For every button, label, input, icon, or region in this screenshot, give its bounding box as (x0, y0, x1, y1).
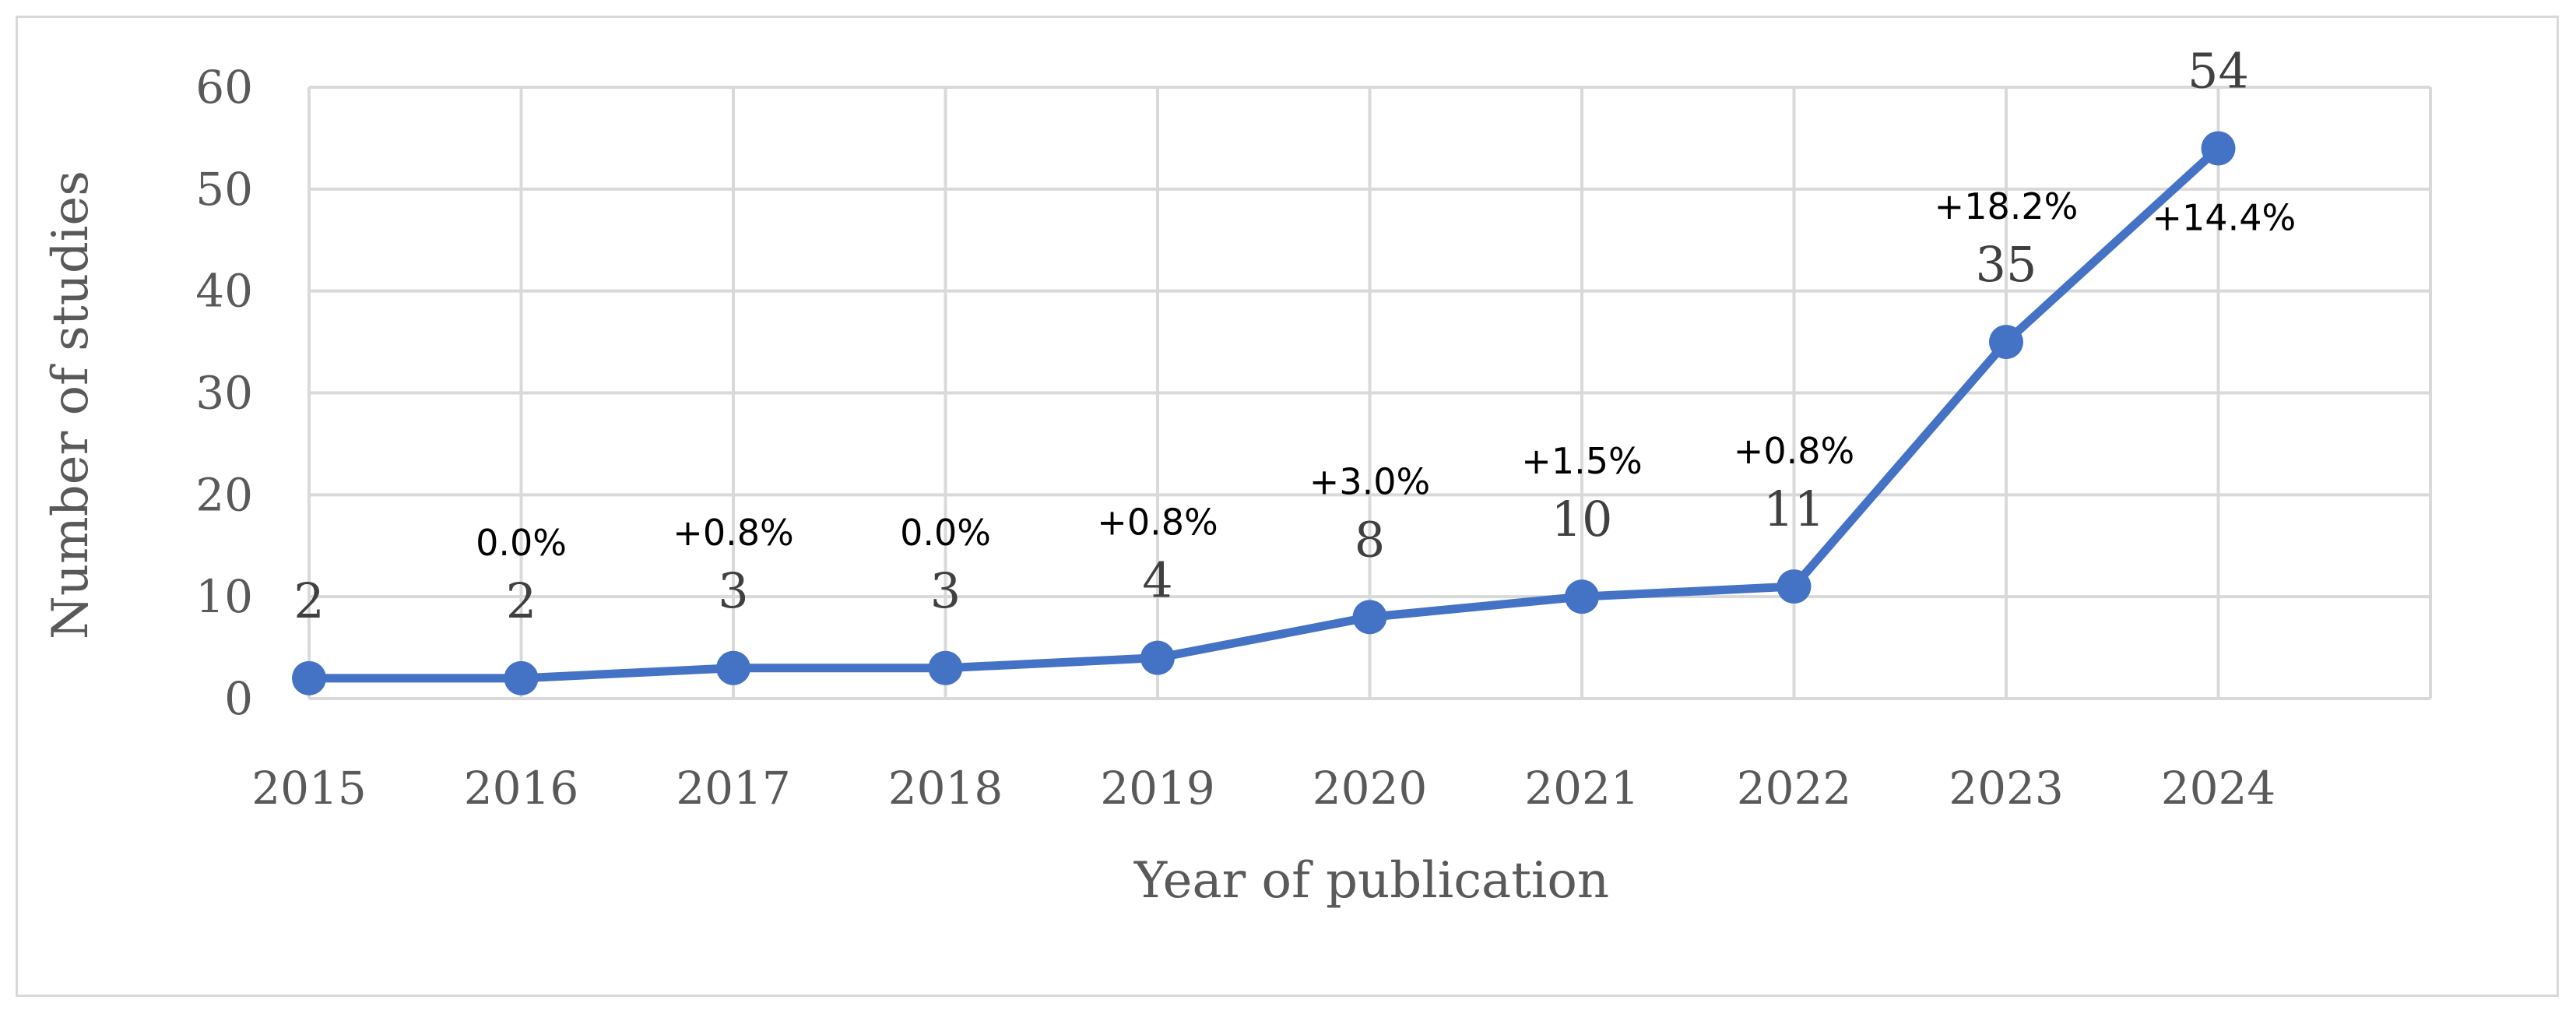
x-axis-title: Year of publication (1133, 852, 1609, 910)
percent-annotation: 0.0% (476, 522, 567, 564)
data-point (292, 660, 326, 695)
percent-annotation: +0.8% (1734, 430, 1854, 472)
gridlines (308, 86, 2432, 700)
data-label: 2 (506, 572, 536, 629)
data-label: 4 (1142, 552, 1172, 609)
data-label: 54 (2188, 43, 2249, 100)
x-tick-labels: 2015 2016 2017 2018 2019 2020 2021 2022 2023 2024 (251, 762, 2276, 815)
data-point (716, 650, 750, 685)
x-tick-label: 2023 (1949, 762, 2064, 815)
data-label: 3 (718, 562, 748, 619)
x-tick-label: 2016 (464, 762, 579, 815)
data-point (1352, 600, 1387, 635)
percent-annotation: +3.0% (1309, 460, 1430, 502)
x-tick-label: 2019 (1100, 762, 1215, 815)
data-labels: 2 2 0.0% 3 +0.8% 3 0.0% 4 +0.8% 8 +3.0% 10 +1.5% 11 +0… (293, 43, 2296, 629)
percent-annotation: 0.0% (900, 512, 991, 554)
x-tick-label: 2018 (888, 762, 1003, 815)
y-axis-title: Number of studies (42, 171, 100, 639)
y-tick-label: 20 (195, 468, 253, 521)
y-tick-label: 10 (195, 570, 253, 623)
x-tick-label: 2020 (1313, 762, 1428, 815)
x-tick-label: 2024 (2161, 762, 2276, 815)
data-point (2201, 131, 2236, 166)
data-label: 11 (1763, 481, 1825, 537)
chart-frame (16, 16, 2559, 997)
x-tick-label: 2015 (251, 762, 367, 815)
percent-annotation: +18.2% (1935, 185, 2079, 227)
x-tick-label: 2022 (1737, 762, 1852, 815)
y-tick-label: 30 (195, 367, 253, 420)
y-tick-labels: 0 10 20 30 40 50 60 (195, 61, 253, 725)
data-point (928, 650, 963, 685)
data-label: 35 (1976, 236, 2037, 293)
data-label: 10 (1552, 491, 1613, 547)
percent-annotation: +14.4% (2153, 197, 2297, 239)
data-label: 3 (930, 562, 961, 619)
percent-annotation: +0.8% (1097, 502, 1218, 544)
data-label: 2 (293, 572, 324, 629)
data-point (1989, 325, 2023, 360)
data-point (1140, 640, 1175, 675)
series-group (292, 131, 2236, 695)
y-tick-label: 60 (195, 61, 253, 114)
x-tick-label: 2017 (676, 762, 791, 815)
y-tick-label: 50 (195, 163, 253, 216)
data-point (1565, 579, 1599, 614)
y-tick-label: 0 (224, 672, 253, 725)
y-tick-label: 40 (195, 265, 253, 318)
data-point (1776, 569, 1812, 604)
data-label: 8 (1355, 511, 1385, 568)
series-line (304, 144, 2223, 683)
percent-annotation: +1.5% (1521, 440, 1642, 482)
percent-annotation: +0.8% (673, 512, 793, 554)
data-point (504, 660, 539, 695)
x-tick-label: 2021 (1524, 762, 1639, 815)
